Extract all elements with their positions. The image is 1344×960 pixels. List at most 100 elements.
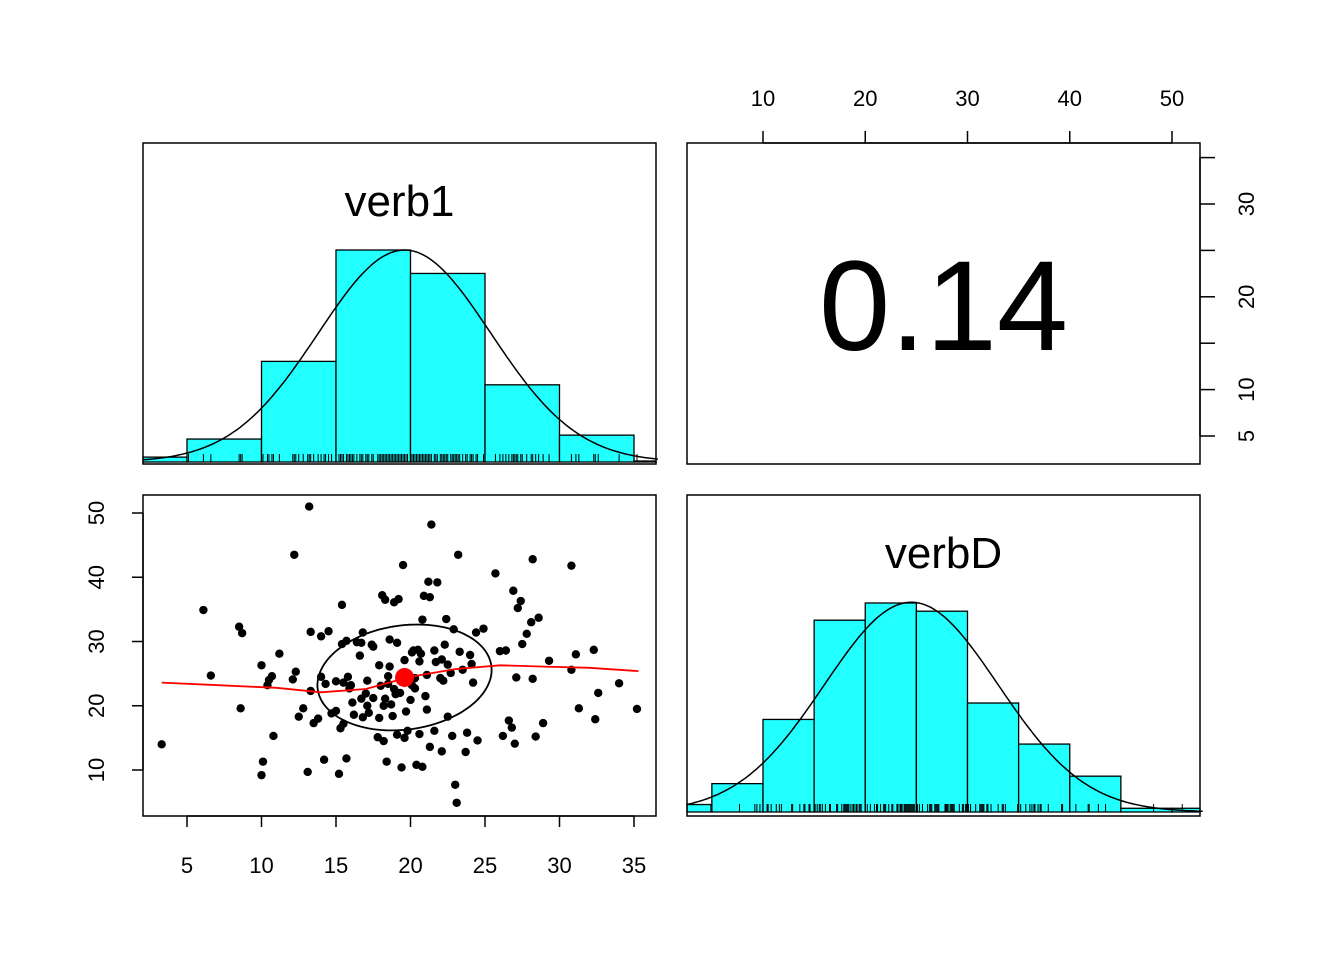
- histogram-bar: [409, 272, 486, 463]
- scatter-point: [421, 691, 430, 701]
- scatter-point: [358, 713, 368, 722]
- bottom-axis-tick-label: 10: [249, 853, 273, 878]
- scatter-point: [453, 550, 463, 559]
- scatter-point: [501, 646, 511, 655]
- scatter-point: [406, 695, 415, 705]
- scatter-point: [306, 627, 315, 637]
- scatter-point: [257, 661, 266, 670]
- scatter-point: [430, 726, 439, 736]
- scatter-point: [400, 655, 409, 665]
- scatter-point: [364, 708, 373, 718]
- scatter-point: [385, 635, 394, 644]
- bottom-axis-tick-label: 25: [473, 853, 497, 878]
- scatter-point: [591, 715, 600, 724]
- histogram-bar: [711, 782, 764, 813]
- scatter-point: [363, 676, 372, 685]
- scatter-point: [504, 716, 514, 725]
- mean-point: [395, 667, 415, 687]
- scatter-point: [461, 747, 470, 757]
- top-axis-tick-label: 50: [1160, 86, 1184, 111]
- left-axis-tick-label: 10: [84, 758, 109, 782]
- scatter-point: [422, 705, 432, 714]
- scatter-point: [342, 754, 351, 763]
- left-axis-tick-label: 30: [84, 629, 109, 653]
- scatter-point: [433, 578, 442, 587]
- histogram-bar: [762, 718, 815, 813]
- top-axis-tick-label: 10: [751, 86, 775, 111]
- scatter-point: [357, 638, 366, 647]
- scatter-point: [403, 726, 412, 736]
- scatter-point: [342, 636, 351, 646]
- scatter-point: [358, 628, 368, 637]
- scatter-point: [385, 662, 394, 671]
- scatter-point: [594, 688, 603, 698]
- outer-axes: 5 10 15 20 25 30 35 10 20 30 40 50 10 20 30 40 50 5 10 20 30: [84, 86, 1259, 878]
- scatter-point: [290, 550, 299, 559]
- scatter-point: [589, 645, 598, 655]
- scatter-point: [394, 594, 403, 604]
- scatter-point: [392, 638, 402, 647]
- scatter-point: [337, 600, 347, 610]
- scatter-point: [379, 701, 388, 710]
- scatter-point: [382, 757, 391, 766]
- scatter-point: [380, 694, 390, 703]
- scatter-point: [348, 698, 357, 707]
- left-axis-tick-label: 40: [84, 565, 109, 589]
- scatter-point: [401, 707, 411, 716]
- right-axis-tick-label: 5: [1234, 430, 1259, 442]
- scatter-point: [334, 769, 344, 779]
- scatter-point: [534, 613, 543, 622]
- bottom-axis-tick-label: 35: [622, 853, 646, 878]
- left-axis-tick-label: 50: [84, 501, 109, 525]
- scatter-point: [427, 520, 436, 529]
- scatter-point: [458, 665, 467, 674]
- panel-verbD-histogram: verbD: [686, 494, 1203, 817]
- scatter-point: [363, 701, 372, 710]
- scatter-point: [467, 659, 476, 669]
- scatter-point: [257, 770, 266, 780]
- scatter-point: [388, 711, 397, 721]
- scatter-point: [567, 561, 576, 570]
- panel-frame: [142, 142, 657, 465]
- top-axis-tick-label: 30: [955, 86, 979, 111]
- scatter-point: [424, 577, 433, 586]
- scatter-point: [339, 678, 348, 687]
- bottom-axis-tick-label: 15: [324, 853, 348, 878]
- scatter-point: [491, 569, 500, 578]
- scatter-point: [513, 603, 522, 613]
- histogram-bar: [813, 619, 866, 813]
- scatter-point: [275, 649, 284, 658]
- scatter-point: [632, 704, 642, 714]
- right-axis-tick-label: 20: [1234, 285, 1259, 309]
- panel-correlation: 0.14: [686, 142, 1201, 465]
- scatter-point: [206, 671, 216, 680]
- scatter-point: [425, 592, 435, 602]
- scatter-point: [452, 798, 461, 807]
- scatter-point: [369, 642, 378, 651]
- scatter-point: [526, 618, 536, 627]
- scatter-point: [516, 596, 525, 606]
- scatter-point: [331, 677, 341, 686]
- scatter-point: [614, 679, 624, 688]
- histogram-bar: [1069, 775, 1122, 813]
- density-curve: [686, 601, 1203, 812]
- scatter-point: [258, 757, 268, 766]
- scatter-point: [443, 712, 452, 721]
- scatter-point: [544, 656, 554, 665]
- bottom-axis-tick-label: 30: [547, 853, 571, 878]
- scatter-point: [528, 674, 537, 683]
- histogram-bar: [686, 803, 713, 813]
- scatter-point: [471, 628, 481, 637]
- scatter-point: [316, 632, 326, 641]
- scatter-point: [288, 675, 297, 684]
- scatter-point: [415, 657, 424, 666]
- scatter-point: [299, 704, 308, 713]
- scatter-point: [346, 680, 356, 690]
- scatter-point: [386, 700, 396, 709]
- top-axis-tick-label: 40: [1058, 86, 1082, 111]
- histogram-bar: [1017, 743, 1071, 813]
- scatter-point: [392, 730, 402, 739]
- right-axis-tick-label: 10: [1234, 377, 1259, 401]
- scatter-point: [574, 704, 584, 713]
- density-curve: [143, 249, 658, 461]
